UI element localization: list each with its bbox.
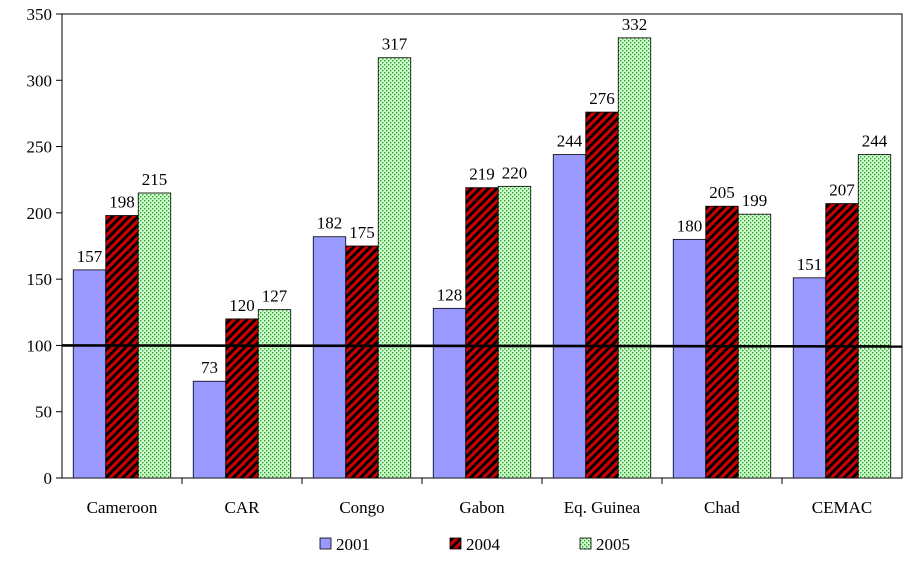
bar-2004-car (225, 318, 259, 479)
bar-2004-gabon (465, 187, 499, 479)
bar-2005-car (257, 309, 292, 479)
data-label: 182 (317, 214, 343, 233)
bar-2004-chad (705, 205, 739, 479)
bar-2005-cameroon (137, 192, 172, 479)
data-label: 207 (829, 181, 855, 200)
y-tick-label: 100 (27, 336, 53, 355)
x-category-label: Chad (704, 498, 740, 517)
bar-2001-cemac (792, 277, 827, 479)
data-label: 219 (469, 165, 495, 184)
data-label: 332 (622, 15, 648, 34)
legend-label-2005: 2005 (596, 535, 630, 554)
data-label: 215 (142, 170, 168, 189)
y-tick-label: 200 (27, 204, 53, 223)
x-category-label: Cameroon (87, 498, 158, 517)
data-label: 317 (382, 35, 408, 54)
x-category-label: Congo (339, 498, 384, 517)
y-tick-label: 250 (27, 138, 53, 157)
y-tick-label: 50 (35, 403, 52, 422)
y-tick-label: 150 (27, 270, 53, 289)
data-label: 175 (349, 223, 375, 242)
x-category-label: CEMAC (812, 498, 872, 517)
data-label: 120 (229, 296, 255, 315)
data-label: 73 (201, 358, 218, 377)
data-label: 127 (262, 287, 288, 306)
bar-2004-cemac (825, 203, 859, 479)
data-label: 157 (77, 247, 103, 266)
legend: 2001 2004 2005 (319, 535, 630, 554)
data-label: 198 (109, 193, 135, 212)
data-label: 244 (557, 132, 583, 151)
bar-2001-car (192, 380, 227, 479)
plot-area: 0 50 100 150 200 250 300 350 157 198 215 Cameroon 73… (27, 5, 903, 517)
bar-2005-cemac (857, 154, 892, 479)
data-label: 244 (862, 132, 888, 151)
data-label: 151 (797, 255, 823, 274)
legend-swatch-2001 (319, 537, 332, 550)
legend-swatch-2004 (449, 537, 462, 550)
legend-swatch-2005 (579, 537, 592, 550)
y-tick-label: 0 (44, 469, 53, 488)
y-tick-label: 300 (27, 71, 53, 90)
bar-2001-chad (672, 238, 707, 479)
x-category-label: Eq. Guinea (564, 498, 641, 517)
y-tick-label: 350 (27, 5, 53, 24)
data-label: 180 (677, 216, 703, 235)
bar-2001-gabon (432, 307, 467, 479)
bar-2004-eq-guinea (585, 111, 619, 479)
bar-2001-cameroon (72, 269, 107, 479)
data-label: 205 (709, 183, 735, 202)
bar-2001-eq-guinea (552, 154, 587, 479)
x-category-label: Gabon (459, 498, 505, 517)
legend-label-2001: 2001 (336, 535, 370, 554)
bar-2005-congo (377, 57, 412, 479)
data-label: 220 (502, 163, 528, 182)
x-category-label: CAR (225, 498, 261, 517)
bar-2005-eq-guinea (617, 37, 652, 479)
reference-line (61, 344, 903, 348)
data-label: 199 (742, 191, 768, 210)
bar-2001-congo (312, 236, 347, 479)
data-label: 128 (437, 285, 463, 304)
bar-2005-gabon (497, 185, 532, 479)
legend-label-2004: 2004 (466, 535, 501, 554)
data-label: 276 (589, 89, 615, 108)
bar-2004-congo (345, 245, 379, 479)
